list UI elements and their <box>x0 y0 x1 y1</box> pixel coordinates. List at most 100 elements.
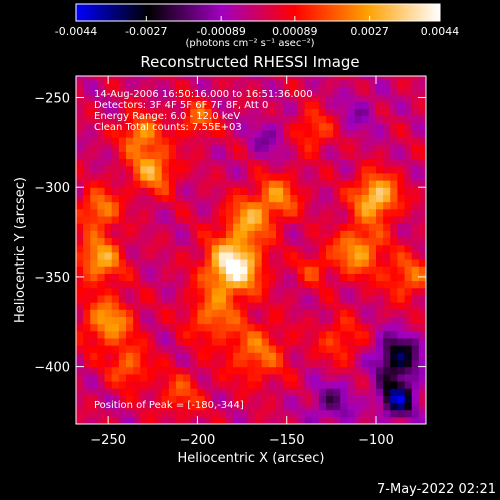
heatmap-cell <box>126 79 134 88</box>
heatmap-cell <box>383 108 391 117</box>
heatmap-cell <box>111 223 120 231</box>
heatmap-cell <box>76 409 84 418</box>
heatmap-cell <box>240 345 249 353</box>
heatmap-cell <box>90 144 99 152</box>
heatmap-cell <box>404 172 413 181</box>
heatmap-cell <box>147 309 156 317</box>
heatmap-cell <box>268 402 277 411</box>
heatmap-cell <box>190 165 199 174</box>
heatmap-cell <box>133 194 141 203</box>
heatmap-cell <box>290 287 299 296</box>
heatmap-cell <box>340 144 349 152</box>
heatmap-cell <box>247 273 256 282</box>
heatmap-cell <box>218 223 227 231</box>
heatmap-cell <box>183 294 191 303</box>
heatmap-cell <box>161 302 170 310</box>
heatmap-cell <box>218 108 227 117</box>
heatmap-cell <box>97 180 106 188</box>
x-tick-label: −200 <box>180 433 216 448</box>
heatmap-cell <box>90 201 99 210</box>
heatmap-cell <box>304 244 313 253</box>
heatmap-cell <box>347 294 356 303</box>
heatmap-cell <box>240 215 249 224</box>
heatmap-cell <box>133 115 141 124</box>
heatmap-cell <box>154 215 163 224</box>
heatmap-cell <box>361 287 370 296</box>
heatmap-cell <box>354 223 363 231</box>
heatmap-cell <box>168 158 177 167</box>
heatmap-cell <box>276 273 284 282</box>
heatmap-cell <box>211 101 220 109</box>
heatmap-cell <box>118 144 127 152</box>
heatmap-cell <box>118 273 127 282</box>
heatmap-cell <box>104 373 113 382</box>
heatmap-cell <box>254 366 263 375</box>
heatmap-cell <box>83 280 91 289</box>
heatmap-cell <box>247 187 256 195</box>
heatmap-cell <box>276 280 284 289</box>
heatmap-cell <box>283 251 291 260</box>
heatmap-cell <box>247 230 256 239</box>
heatmap-cell <box>418 345 426 353</box>
heatmap-cell <box>311 309 320 317</box>
heatmap-cell <box>283 158 291 167</box>
heatmap-cell <box>176 144 184 152</box>
heatmap-cell <box>211 323 220 332</box>
heatmap-cell <box>233 194 241 203</box>
heatmap-cell <box>397 194 406 203</box>
heatmap-cell <box>211 230 220 239</box>
heatmap-cell <box>204 287 213 296</box>
heatmap-cell <box>147 201 156 210</box>
heatmap-cell <box>190 409 199 418</box>
heatmap-cell <box>383 309 391 317</box>
heatmap-cell <box>304 309 313 317</box>
heatmap-cell <box>304 86 313 95</box>
heatmap-cell <box>326 402 334 411</box>
heatmap-cell <box>390 380 399 389</box>
heatmap-cell <box>147 244 156 253</box>
heatmap-cell <box>376 258 384 267</box>
heatmap-cell <box>90 151 99 160</box>
heatmap-cell <box>118 366 127 375</box>
heatmap-cell <box>147 330 156 339</box>
heatmap-cell <box>140 395 149 404</box>
heatmap-cell <box>240 409 249 418</box>
heatmap-cell <box>383 402 391 411</box>
heatmap-cell <box>211 215 220 224</box>
heatmap-cell <box>111 86 120 95</box>
heatmap-cell <box>104 93 113 102</box>
heatmap-cell <box>247 402 256 411</box>
heatmap-cell <box>354 201 363 210</box>
heatmap-cell <box>333 366 341 375</box>
heatmap-cell <box>340 237 349 246</box>
heatmap-cell <box>126 337 134 346</box>
heatmap-cell <box>204 352 213 361</box>
heatmap-cell <box>240 309 249 317</box>
heatmap-cell <box>247 280 256 289</box>
heatmap-cell <box>347 258 356 267</box>
heatmap-cell <box>233 302 241 310</box>
heatmap-cell <box>333 158 341 167</box>
heatmap-cell <box>76 180 84 188</box>
heatmap-cell <box>354 79 363 88</box>
heatmap-cell <box>254 223 263 231</box>
heatmap-cell <box>154 115 163 124</box>
heatmap-cell <box>154 366 163 375</box>
heatmap-cell <box>104 316 113 325</box>
heatmap-cell <box>333 323 341 332</box>
heatmap-cell <box>76 280 84 289</box>
heatmap-cell <box>118 330 127 339</box>
heatmap-cell <box>418 208 426 217</box>
heatmap-cell <box>376 337 384 346</box>
heatmap-cell <box>204 402 213 411</box>
heatmap-cell <box>240 180 249 188</box>
heatmap-cell <box>268 359 277 368</box>
heatmap-cell <box>76 244 84 253</box>
heatmap-cell <box>168 215 177 224</box>
heatmap-cell <box>190 316 199 325</box>
heatmap-cell <box>140 244 149 253</box>
heatmap-cell <box>383 165 391 174</box>
heatmap-cell <box>318 122 327 131</box>
y-tick-label: −300 <box>34 181 70 196</box>
heatmap-cell <box>340 208 349 217</box>
